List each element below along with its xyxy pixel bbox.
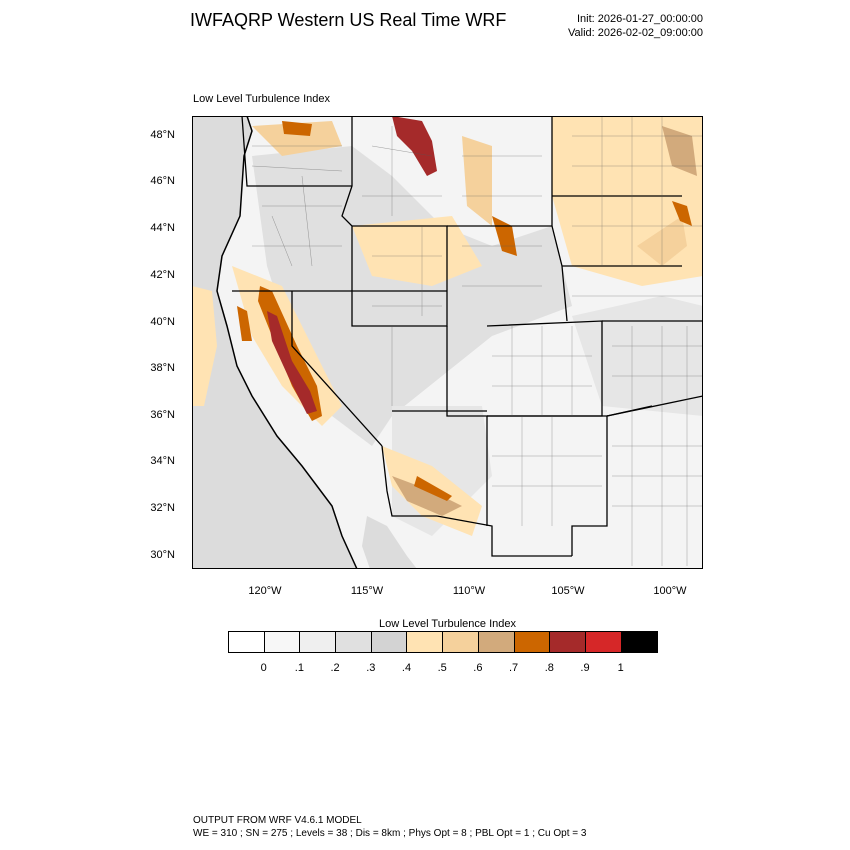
lat-label: 36°N — [150, 409, 175, 421]
lat-label: 46°N — [150, 175, 175, 187]
colorbar-tick-label: .2 — [330, 662, 340, 674]
colorbar-swatch — [264, 632, 301, 652]
colorbar-swatch — [621, 632, 658, 652]
model-info-line2: WE = 310 ; SN = 275 ; Levels = 38 ; Dis … — [193, 828, 587, 839]
county-borders — [251, 116, 703, 566]
colorbar-tick-label: .3 — [366, 662, 376, 674]
colorbar-tick-label: .7 — [509, 662, 519, 674]
colorbar-tick-label: 0 — [260, 662, 267, 674]
colorbar-tick-label: .1 — [294, 662, 304, 674]
colorbar-swatch — [300, 632, 337, 652]
lon-label: 105°W — [551, 585, 585, 597]
state-borders — [232, 116, 703, 557]
colorbar-tick-label: 1 — [617, 662, 624, 674]
lat-label: 44°N — [150, 222, 175, 234]
colorbar-swatch — [229, 632, 265, 652]
model-info-line1: OUTPUT FROM WRF V4.6.1 MODEL — [193, 815, 362, 826]
ocean-gulf — [362, 516, 417, 569]
lat-label: 48°N — [150, 129, 175, 141]
lat-label: 34°N — [150, 455, 175, 467]
lat-label: 42°N — [150, 269, 175, 281]
colorbar-swatch — [371, 632, 408, 652]
lon-label: 115°W — [350, 585, 384, 597]
colorbar-swatch — [443, 632, 479, 652]
colorbar-tick-label: .9 — [580, 662, 590, 674]
lat-label: 38°N — [150, 362, 175, 374]
colorbar-title: Low Level Turbulence Index — [379, 618, 516, 630]
valid-time: Valid: 2026-02-02_09:00:00 — [568, 27, 703, 39]
lat-label: 30°N — [150, 549, 175, 561]
lon-label: 120°W — [248, 585, 282, 597]
colorbar-tick-label: .5 — [437, 662, 447, 674]
turbulence-field — [192, 116, 703, 536]
map-title: IWFAQRP Western US Real Time WRF — [190, 10, 507, 30]
colorbar-swatch — [585, 632, 622, 652]
colorbar-swatch — [550, 632, 586, 652]
panel-title: Low Level Turbulence Index — [193, 93, 330, 105]
lon-label: 100°W — [653, 585, 687, 597]
colorbar-swatch — [336, 632, 372, 652]
lat-label: 32°N — [150, 502, 175, 514]
coastline — [216, 116, 358, 569]
map-frame — [192, 116, 703, 569]
turbulence-map — [192, 116, 703, 569]
colorbar-swatch — [478, 632, 515, 652]
lon-label: 110°W — [452, 585, 486, 597]
colorbar-swatch — [407, 632, 444, 652]
colorbar-swatch — [514, 632, 551, 652]
colorbar-tick-label: .8 — [544, 662, 554, 674]
colorbar-tick-label: .4 — [401, 662, 412, 674]
colorbar-tick-label: .6 — [473, 662, 483, 674]
colorbar — [228, 631, 659, 653]
lat-label: 40°N — [150, 316, 175, 328]
map-canvas — [192, 116, 703, 569]
init-time: Init: 2026-01-27_00:00:00 — [577, 13, 703, 25]
